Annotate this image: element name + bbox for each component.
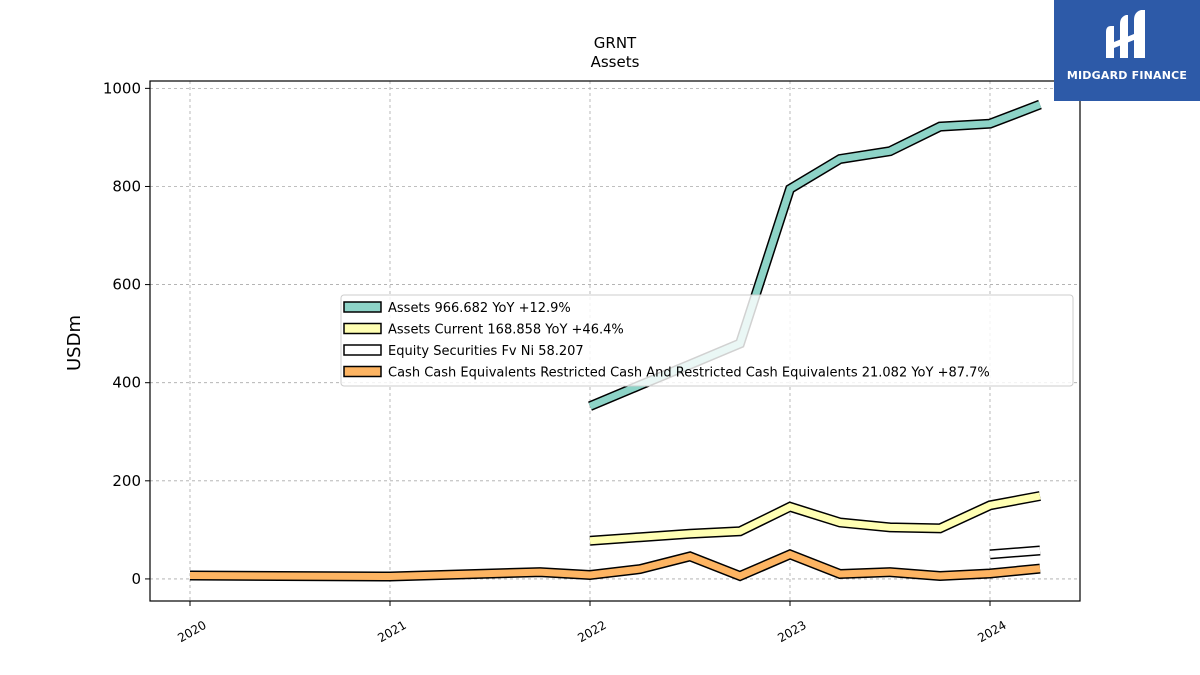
legend-box bbox=[340, 294, 1074, 387]
logo-name: MIDGARD FINANCE bbox=[1066, 69, 1188, 82]
y-tick-label: 1000 bbox=[103, 79, 141, 97]
logo-mark-icon bbox=[1106, 10, 1145, 58]
legend-label: Cash Cash Equivalents Restricted Cash An… bbox=[388, 366, 990, 381]
legend-swatch bbox=[343, 301, 382, 313]
x-tick-label: 2020 bbox=[175, 618, 208, 645]
chart-subtitle: Assets bbox=[591, 53, 640, 71]
series-line bbox=[589, 492, 1041, 545]
legend-swatch bbox=[343, 344, 382, 356]
legend-swatch bbox=[343, 322, 382, 335]
series-line bbox=[989, 547, 1041, 558]
series-line bbox=[189, 550, 1041, 581]
x-tick-label: 2023 bbox=[775, 618, 808, 645]
legend-label: Assets 966.682 YoY +12.9% bbox=[388, 301, 571, 316]
x-tick-label: 2024 bbox=[975, 618, 1008, 645]
legend-label: Equity Securities Fv Ni 58.207 bbox=[388, 344, 584, 359]
y-axis-label: USDm bbox=[64, 315, 85, 371]
brand-logo: MIDGARD FINANCE bbox=[1054, 0, 1200, 101]
chart-title: GRNT bbox=[594, 34, 637, 52]
legend-label: Assets Current 168.858 YoY +46.4% bbox=[388, 323, 624, 338]
y-tick-label: 400 bbox=[112, 374, 141, 392]
y-tick-label: 600 bbox=[112, 276, 141, 294]
plot-frame bbox=[149, 80, 1081, 602]
legend-entries: Assets 966.682 YoY +12.9% Assets Current … bbox=[343, 301, 990, 381]
legend: Assets 966.682 YoY +12.9% Assets Current … bbox=[340, 294, 1074, 387]
y-tick-label: 0 bbox=[131, 570, 141, 588]
legend-swatch bbox=[343, 365, 382, 378]
y-tick-label: 200 bbox=[112, 472, 141, 490]
y-tick-label: 800 bbox=[112, 177, 141, 195]
x-tick-label: 2021 bbox=[375, 618, 408, 645]
x-tick-label: 2022 bbox=[575, 618, 608, 645]
